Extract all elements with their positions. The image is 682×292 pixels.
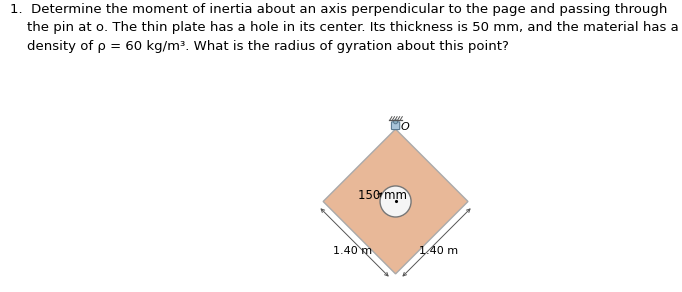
Text: 1.40 m: 1.40 m bbox=[419, 246, 458, 256]
FancyBboxPatch shape bbox=[391, 122, 400, 130]
Circle shape bbox=[394, 120, 398, 124]
Text: O: O bbox=[400, 122, 409, 132]
Text: 1.40 m: 1.40 m bbox=[333, 246, 372, 256]
Circle shape bbox=[380, 186, 411, 217]
Text: 150 mm: 150 mm bbox=[358, 189, 407, 202]
Polygon shape bbox=[323, 129, 468, 274]
Text: 1.  Determine the moment of inertia about an axis perpendicular to the page and : 1. Determine the moment of inertia about… bbox=[10, 3, 679, 53]
